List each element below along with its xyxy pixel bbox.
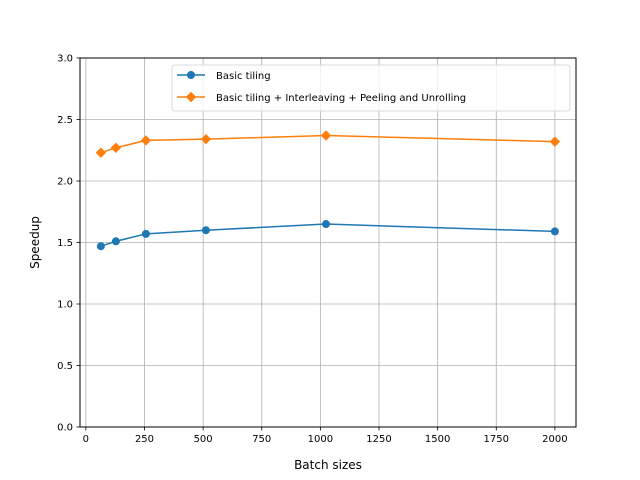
- y-tick-label: 1.5: [57, 238, 73, 249]
- data-point: [201, 226, 210, 235]
- data-point: [140, 135, 152, 146]
- y-tick-label: 2.0: [57, 177, 73, 188]
- data-point: [96, 242, 105, 251]
- legend: Basic tiling Basic tiling + Interleaving …: [171, 64, 571, 112]
- plot-series: [95, 130, 561, 251]
- data-point: [322, 220, 331, 229]
- x-tick-label: 1750: [484, 434, 509, 445]
- x-axis-label: Batch sizes: [294, 458, 362, 472]
- axis-ticks: 0 250 500 750 1000 1250 1500 1750 2000 0.0 0.5 1.0 1…: [57, 54, 568, 446]
- y-tick-label: 2.5: [57, 115, 73, 126]
- y-tick-label: 1.0: [57, 300, 73, 311]
- y-axis-label: Speedup: [28, 216, 42, 269]
- x-tick-label: 500: [194, 434, 213, 445]
- legend-label: Basic tiling + Interleaving + Peeling an…: [216, 93, 466, 104]
- data-point: [111, 237, 120, 246]
- x-tick-label: 1000: [308, 434, 333, 445]
- data-point: [95, 147, 107, 158]
- x-tick-label: 1250: [366, 434, 391, 445]
- series-1: [96, 220, 559, 251]
- y-tick-label: 0.5: [57, 361, 73, 372]
- data-point: [141, 229, 150, 238]
- legend-marker: [185, 91, 197, 103]
- y-tick-label: 0.0: [57, 423, 73, 434]
- x-tick-label: 750: [252, 434, 271, 445]
- x-tick-label: 1500: [425, 434, 450, 445]
- data-point: [200, 133, 212, 145]
- x-tick-label: 250: [135, 434, 154, 445]
- x-tick-label: 2000: [542, 434, 567, 445]
- data-point: [320, 130, 332, 141]
- y-tick-label: 3.0: [57, 54, 73, 65]
- data-point: [549, 136, 561, 147]
- x-tick-label: 0: [83, 434, 89, 445]
- legend-label: Basic tiling: [216, 71, 271, 82]
- data-point: [550, 227, 559, 236]
- series-2: [95, 130, 561, 158]
- legend-marker: [187, 71, 195, 79]
- grid-lines: [80, 57, 576, 428]
- legend-box: [171, 64, 571, 112]
- data-point: [110, 142, 122, 153]
